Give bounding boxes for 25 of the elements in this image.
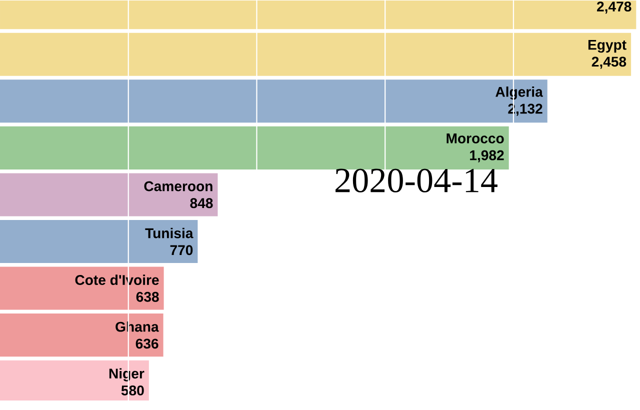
bar [0, 266, 164, 310]
data-label: 638 [136, 292, 159, 302]
bar [0, 173, 218, 216]
y-tick-label: Niger [109, 368, 144, 382]
bar [0, 126, 509, 170]
bar [0, 220, 198, 263]
y-tick-label: Tunisia [145, 228, 194, 238]
data-label: 2,458 [592, 56, 626, 69]
data-label: 580 [121, 385, 144, 396]
y-tick-label: Morocco [446, 133, 504, 144]
data-label: 2,132 [508, 104, 542, 116]
bar [0, 32, 632, 76]
data-label: 770 [170, 245, 193, 255]
bar [0, 313, 164, 356]
annotation: 2020-04-14 [336, 168, 498, 192]
y-tick-label: Ghana [116, 321, 159, 332]
data-label: 636 [136, 338, 158, 349]
data-label: 848 [190, 198, 213, 208]
data-label: 1,982 [470, 150, 504, 162]
y-tick-label: Algeria [496, 86, 543, 100]
y-tick-label: Egypt [588, 40, 626, 53]
y-tick-label: Cameroon [144, 181, 212, 192]
data-label: 2,478 [596, 1, 632, 14]
y-tick-label: Cote d'Ivoire [75, 274, 159, 285]
bar [0, 80, 548, 123]
